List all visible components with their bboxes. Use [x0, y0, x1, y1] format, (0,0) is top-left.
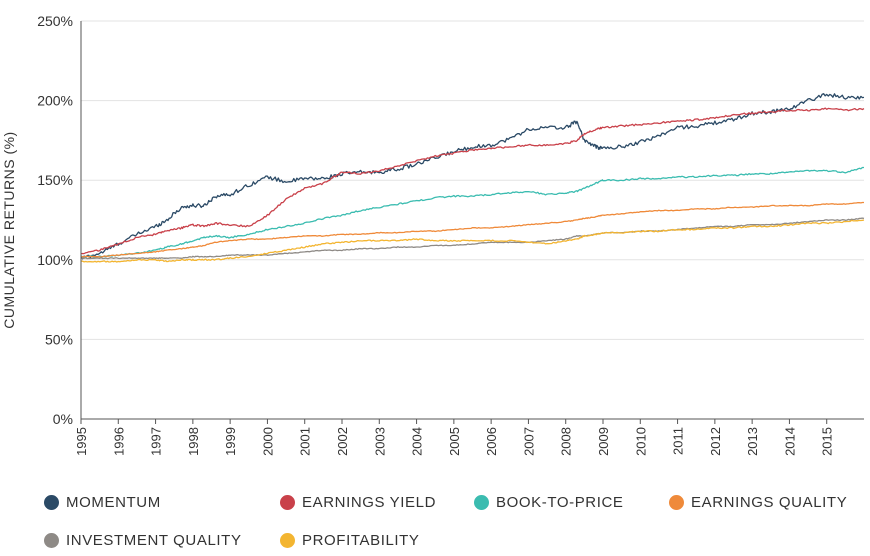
x-tick-label: 2015 [820, 427, 835, 456]
y-tick-label: 0% [53, 411, 73, 427]
legend-label: MOMENTUM [66, 494, 161, 511]
x-tick-label: 2014 [782, 427, 797, 456]
x-tick-label: 2004 [410, 427, 425, 456]
x-tick-label: 2011 [671, 427, 686, 455]
series-line-earnings-quality [81, 201, 864, 258]
x-tick-label: 2000 [260, 427, 275, 456]
x-tick-label: 1997 [149, 427, 164, 456]
legend-swatch [280, 495, 295, 510]
x-tick-label: 2007 [521, 427, 536, 456]
x-tick-label: 2002 [335, 427, 350, 456]
legend-label: BOOK-TO-PRICE [496, 494, 624, 511]
legend-label: EARNINGS YIELD [302, 494, 436, 511]
y-axis-title: CUMULATIVE RETURNS (%) [1, 131, 17, 328]
series-line-profitability [80, 219, 865, 263]
gridlines [81, 20, 864, 340]
legend-item: PROFITABILITY [280, 532, 420, 549]
x-tick-label: 2009 [596, 427, 611, 456]
y-tick-labels: 0% 50% 100% 150% 200% 250% [37, 13, 73, 427]
series-line-book-to-price [80, 166, 864, 258]
y-tick-label: 200% [37, 93, 73, 109]
x-tick-label: 2005 [447, 427, 462, 456]
x-tick-label: 2008 [559, 427, 574, 456]
legend-item: EARNINGS QUALITY [669, 494, 847, 511]
legend-label: PROFITABILITY [302, 532, 420, 549]
x-tick-label: 2012 [708, 427, 723, 456]
x-tick-label: 2001 [298, 427, 313, 456]
x-tick-label: 1995 [74, 427, 89, 456]
legend-item: INVESTMENT QUALITY [44, 532, 242, 549]
series-line-momentum [80, 93, 865, 260]
legend-swatch [44, 495, 59, 510]
x-tick-labels: 1995 1996 1997 1998 1999 2000 2001 2002 2003 2004… [74, 427, 835, 456]
series-line-investment-quality [80, 217, 865, 260]
y-tick-label: 50% [45, 331, 73, 347]
x-tick-label: 1999 [223, 427, 238, 456]
x-tick-label: 1996 [111, 427, 126, 456]
x-tick-label: 2003 [372, 427, 387, 456]
series-line-earnings-yield [80, 107, 865, 255]
legend-item: MOMENTUM [44, 494, 161, 511]
legend-swatch [280, 533, 295, 548]
legend-item: BOOK-TO-PRICE [474, 494, 624, 511]
x-tick-label: 2006 [484, 427, 499, 456]
legend-label: INVESTMENT QUALITY [66, 532, 242, 549]
legend-swatch [44, 533, 59, 548]
legend-swatch [669, 495, 684, 510]
y-tick-label: 150% [37, 172, 73, 188]
series-lines [80, 93, 865, 263]
x-tick-label: 1998 [186, 427, 201, 456]
y-tick-label: 250% [37, 13, 73, 29]
axes [80, 21, 864, 424]
y-tick-label: 100% [37, 252, 73, 268]
legend-item: EARNINGS YIELD [280, 494, 436, 511]
legend-label: EARNINGS QUALITY [691, 494, 848, 511]
legend-swatch [474, 495, 489, 510]
x-tick-label: 2013 [745, 427, 760, 456]
x-tick-label: 2010 [633, 427, 648, 456]
